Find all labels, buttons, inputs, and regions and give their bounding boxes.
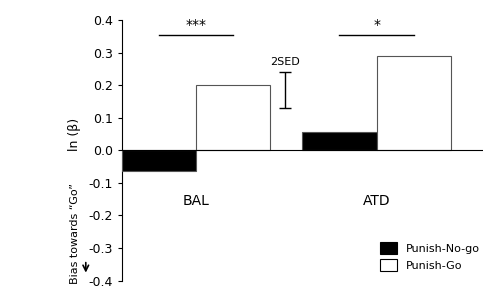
Bar — [302, 132, 376, 150]
Text: 2SED: 2SED — [270, 57, 300, 67]
Legend: Punish-No-go, Punish-Go: Punish-No-go, Punish-Go — [376, 238, 484, 275]
Text: ATD: ATD — [363, 194, 390, 208]
Text: *: * — [373, 18, 380, 32]
Bar — [122, 150, 196, 171]
Bar — [376, 56, 451, 150]
Bar — [196, 85, 270, 150]
Text: BAL: BAL — [182, 194, 210, 208]
Text: Bias towards “Go”: Bias towards “Go” — [70, 183, 80, 284]
Text: ***: *** — [186, 18, 206, 32]
Text: ln (β): ln (β) — [68, 118, 82, 151]
